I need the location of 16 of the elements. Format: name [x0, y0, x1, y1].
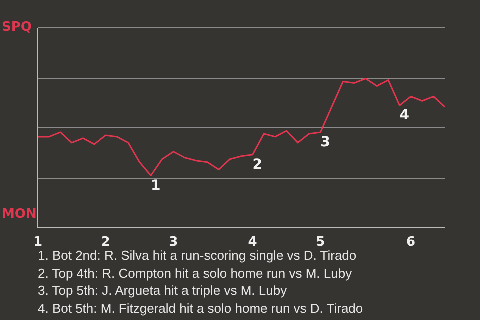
text: 2. Top 4th: R. Compton hit a solo home run vs M. Luby: [38, 264, 354, 282]
annotation: 1: [151, 178, 161, 194]
text: 4. Bot 5th: M. Fitzgerald hit a solo home run vs D. Tirado: [38, 300, 364, 317]
text: 3. Top 5th: J. Argueta hit a triple vs M. Luby: [38, 282, 288, 300]
text: MON: [2, 207, 37, 222]
x-tick-label: 5: [316, 235, 326, 250]
text: 1. Bot 2nd: R. Silva hit a run-scoring single vs D. Tirado: [38, 247, 358, 264]
annotation: 3: [320, 134, 330, 150]
x-tick-label: 4: [248, 235, 258, 250]
text: SPQ: [2, 20, 32, 35]
x-tick-label: 6: [406, 235, 416, 250]
annotation: 4: [400, 108, 410, 124]
x-tick-label: 2: [101, 235, 110, 250]
annotation: 2: [252, 156, 263, 173]
x-tick-label: 1: [33, 235, 43, 250]
x-tick-label: 3: [169, 235, 178, 250]
